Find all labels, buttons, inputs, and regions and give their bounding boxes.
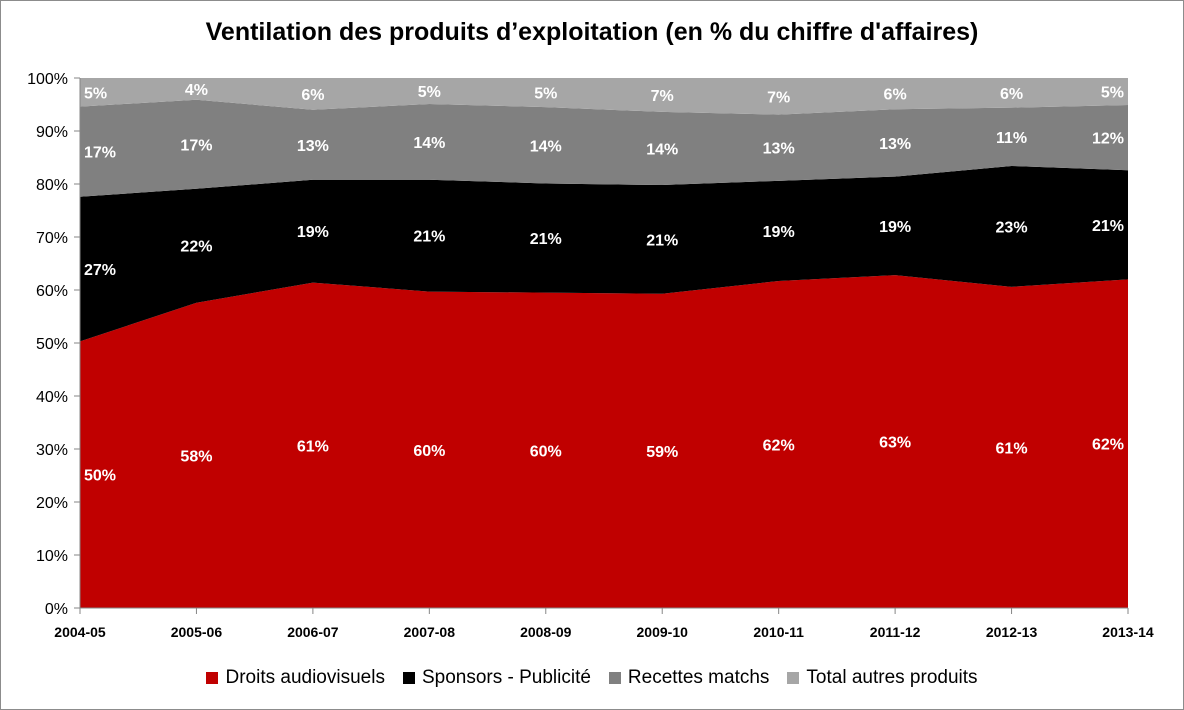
y-tick-label: 90% bbox=[36, 124, 68, 141]
legend-label: Recettes matchs bbox=[627, 667, 770, 688]
data-label: 62% bbox=[763, 437, 795, 454]
x-tick-label: 2011-12 bbox=[870, 624, 921, 640]
data-label: 19% bbox=[763, 224, 795, 241]
axes bbox=[74, 77, 1129, 614]
data-label: 6% bbox=[301, 87, 324, 104]
data-label: 63% bbox=[879, 435, 911, 452]
data-label: 5% bbox=[84, 85, 107, 102]
x-tick-label: 2010-11 bbox=[753, 624, 804, 640]
data-label: 59% bbox=[646, 444, 678, 461]
data-label: 19% bbox=[879, 219, 911, 236]
x-tick-label: 2004-05 bbox=[54, 624, 106, 640]
data-label: 21% bbox=[1092, 218, 1124, 235]
chart-title: Ventilation des produits d’exploitation … bbox=[205, 18, 979, 46]
legend-swatch bbox=[206, 672, 219, 684]
legend-label: Total autres produits bbox=[806, 667, 978, 688]
area-3 bbox=[80, 99, 1128, 197]
data-label: 5% bbox=[534, 86, 557, 103]
y-tick-label: 0% bbox=[45, 601, 68, 618]
y-tick-label: 80% bbox=[36, 177, 68, 194]
data-label: 14% bbox=[646, 141, 678, 158]
data-label: 13% bbox=[297, 138, 329, 155]
data-label: 60% bbox=[413, 443, 445, 460]
x-tick-label: 2013-14 bbox=[1102, 624, 1154, 640]
legend-item: Recettes matchs bbox=[608, 667, 770, 689]
data-label: 60% bbox=[530, 443, 562, 460]
x-tick-label: 2007-08 bbox=[404, 624, 456, 640]
x-tick-label: 2005-06 bbox=[171, 624, 223, 640]
data-label: 23% bbox=[996, 219, 1028, 236]
data-label: 12% bbox=[1092, 131, 1124, 148]
x-tick-label: 2006-07 bbox=[287, 624, 339, 640]
data-label: 27% bbox=[84, 262, 116, 279]
data-label: 61% bbox=[996, 440, 1028, 457]
data-label: 13% bbox=[879, 136, 911, 153]
y-tick-label: 100% bbox=[27, 71, 68, 88]
y-tick-label: 30% bbox=[36, 442, 68, 459]
data-label: 6% bbox=[1000, 86, 1023, 103]
series-areas bbox=[80, 78, 1128, 608]
y-tick-label: 20% bbox=[36, 495, 68, 512]
legend-item: Sponsors - Publicité bbox=[402, 667, 591, 689]
data-label: 14% bbox=[413, 135, 445, 152]
legend-swatch bbox=[402, 672, 415, 684]
data-label: 21% bbox=[413, 229, 445, 246]
area-2 bbox=[80, 165, 1128, 342]
area-4 bbox=[80, 78, 1128, 115]
y-tick-label: 40% bbox=[36, 389, 68, 406]
data-label: 5% bbox=[418, 84, 441, 101]
x-tick-labels: 2004-05 2005-06 2006-07 2007-08 2008-09 2009-… bbox=[54, 624, 1154, 640]
data-label: 17% bbox=[180, 137, 212, 154]
data-label: 21% bbox=[646, 232, 678, 249]
data-label: 50% bbox=[84, 468, 116, 485]
data-label: 19% bbox=[297, 224, 329, 241]
y-tick-label: 50% bbox=[36, 336, 68, 353]
data-label: 5% bbox=[1101, 85, 1124, 102]
y-tick-label: 10% bbox=[36, 548, 68, 565]
data-label: 4% bbox=[185, 82, 208, 99]
y-tick-label: 70% bbox=[36, 230, 68, 247]
x-tick-label: 2008-09 bbox=[520, 624, 572, 640]
data-label: 6% bbox=[884, 87, 907, 104]
data-label: 21% bbox=[530, 231, 562, 248]
x-tick-label: 2009-10 bbox=[637, 624, 689, 640]
data-label: 13% bbox=[763, 141, 795, 158]
data-label: 7% bbox=[651, 88, 674, 105]
data-label: 61% bbox=[297, 438, 329, 455]
legend-swatch bbox=[608, 672, 621, 684]
x-tick-label: 2012-13 bbox=[986, 624, 1038, 640]
y-tick-labels: 0% 10% 20% 30% 40% 50% 60% 70% 80% 90% 100% bbox=[27, 71, 68, 618]
legend-item: Total autres produits bbox=[787, 667, 978, 689]
data-label: 58% bbox=[180, 448, 212, 465]
legend-swatch bbox=[787, 672, 800, 684]
data-label: 11% bbox=[996, 130, 1027, 147]
data-label: 14% bbox=[530, 138, 562, 155]
legend: Droits audiovisuels Sponsors - Publicité… bbox=[0, 664, 1184, 692]
data-labels: 50% 58% 61% 60% 60% 59% 62% 63% 61% 62% 27% 22% 19% 2… bbox=[84, 82, 1124, 485]
y-tick-label: 60% bbox=[36, 283, 68, 300]
data-label: 17% bbox=[84, 145, 116, 162]
data-label: 7% bbox=[767, 89, 790, 106]
legend-label: Droits audiovisuels bbox=[225, 667, 385, 688]
data-label: 22% bbox=[180, 239, 212, 256]
data-label: 62% bbox=[1092, 437, 1124, 454]
area-1 bbox=[80, 275, 1128, 608]
legend-label: Sponsors - Publicité bbox=[421, 667, 591, 688]
legend-item: Droits audiovisuels bbox=[206, 667, 385, 689]
